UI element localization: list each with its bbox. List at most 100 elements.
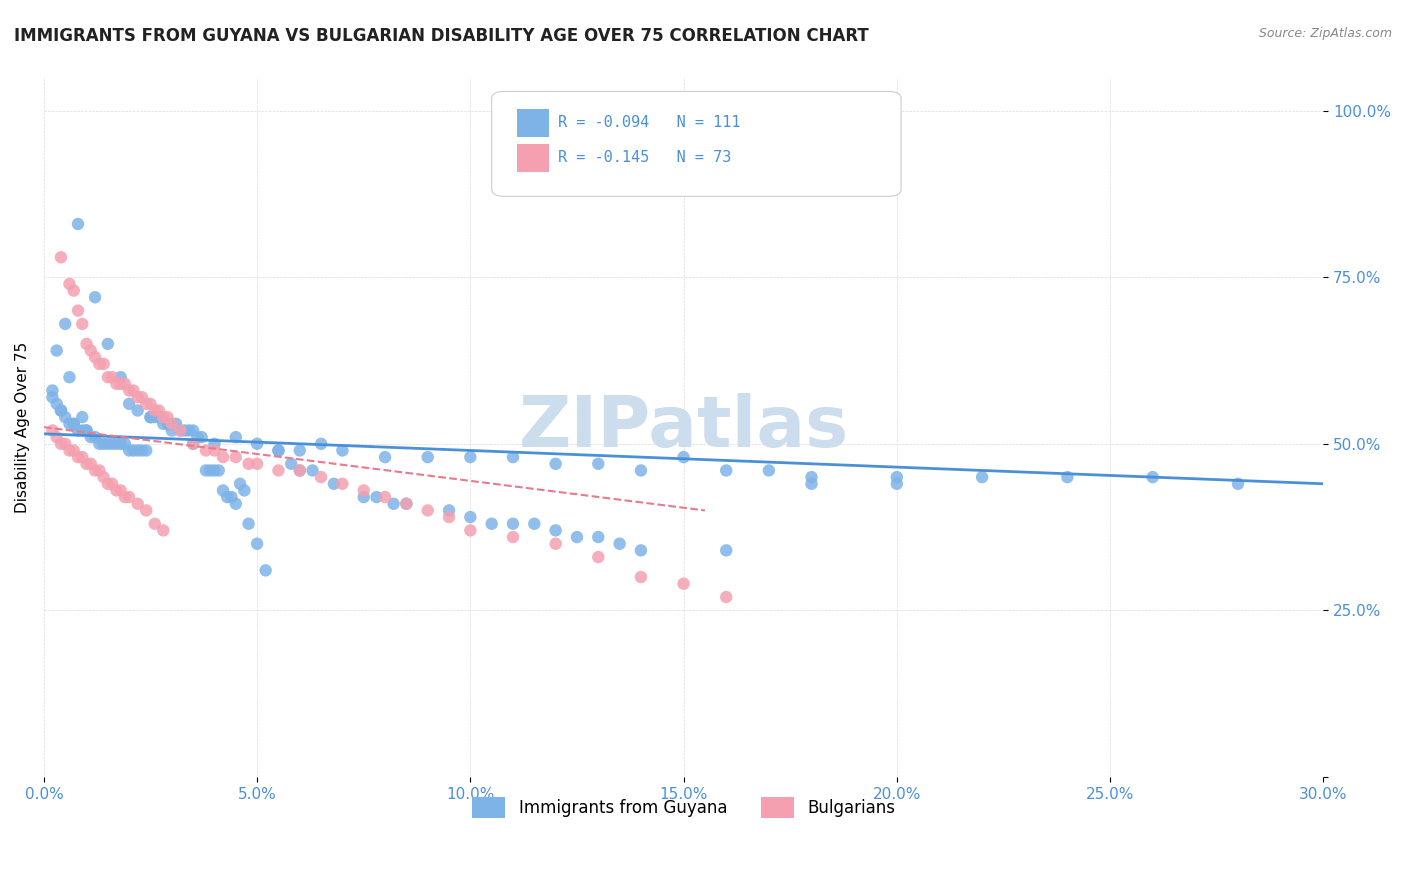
Point xyxy=(238,516,260,531)
Point xyxy=(204,437,226,451)
Point xyxy=(114,490,136,504)
Point xyxy=(72,424,94,438)
Point xyxy=(238,457,260,471)
Point xyxy=(332,443,354,458)
Point xyxy=(630,570,652,584)
Point xyxy=(194,443,217,458)
Point xyxy=(122,384,145,398)
Point xyxy=(89,357,111,371)
Point xyxy=(127,443,149,458)
Point xyxy=(110,370,132,384)
Point xyxy=(84,463,107,477)
Point xyxy=(169,424,191,438)
Text: R = -0.145   N = 73: R = -0.145 N = 73 xyxy=(558,151,731,165)
Point xyxy=(93,470,115,484)
Point xyxy=(208,463,231,477)
Point xyxy=(62,417,84,431)
Point xyxy=(110,437,132,451)
Point xyxy=(131,390,153,404)
Point xyxy=(84,350,107,364)
Point xyxy=(716,590,738,604)
Point xyxy=(204,443,226,458)
Point xyxy=(460,524,482,538)
Point xyxy=(118,397,141,411)
Point xyxy=(181,424,204,438)
Point xyxy=(165,417,187,431)
Point xyxy=(395,497,418,511)
Point xyxy=(225,450,247,464)
Point xyxy=(66,450,89,464)
Point xyxy=(502,516,524,531)
Text: Source: ZipAtlas.com: Source: ZipAtlas.com xyxy=(1258,27,1392,40)
Point xyxy=(105,376,128,391)
Point xyxy=(437,503,460,517)
Point xyxy=(49,437,72,451)
Point xyxy=(1056,470,1078,484)
Point xyxy=(246,457,269,471)
Point xyxy=(53,410,76,425)
Point xyxy=(114,437,136,451)
FancyBboxPatch shape xyxy=(517,109,550,136)
Point xyxy=(225,430,247,444)
Point xyxy=(565,530,588,544)
Point xyxy=(544,524,567,538)
Point xyxy=(84,290,107,304)
Point xyxy=(609,537,631,551)
Point xyxy=(139,397,162,411)
Point xyxy=(89,463,111,477)
Y-axis label: Disability Age Over 75: Disability Age Over 75 xyxy=(15,342,30,513)
Point xyxy=(45,397,67,411)
Point xyxy=(972,470,994,484)
Point xyxy=(53,437,76,451)
Point xyxy=(105,437,128,451)
Point xyxy=(267,443,290,458)
Point xyxy=(288,463,311,477)
Point xyxy=(131,443,153,458)
Point xyxy=(93,357,115,371)
Point xyxy=(45,343,67,358)
Point xyxy=(66,217,89,231)
Point xyxy=(588,457,610,471)
Point xyxy=(332,476,354,491)
Point xyxy=(437,510,460,524)
Point xyxy=(45,430,67,444)
Point xyxy=(481,516,503,531)
Point xyxy=(148,403,170,417)
Point xyxy=(72,410,94,425)
Point xyxy=(41,390,63,404)
Point xyxy=(97,476,120,491)
Point xyxy=(246,437,269,451)
Point xyxy=(233,483,256,498)
Point xyxy=(322,476,344,491)
Point xyxy=(152,410,174,425)
Legend: Immigrants from Guyana, Bulgarians: Immigrants from Guyana, Bulgarians xyxy=(465,791,901,824)
Point xyxy=(80,430,103,444)
Point xyxy=(502,530,524,544)
Point xyxy=(49,403,72,417)
Point xyxy=(280,457,302,471)
Point xyxy=(76,424,98,438)
Point xyxy=(301,463,323,477)
Point xyxy=(152,417,174,431)
Point xyxy=(221,490,243,504)
Point xyxy=(523,516,546,531)
Point xyxy=(135,503,157,517)
Point xyxy=(62,443,84,458)
Point xyxy=(76,424,98,438)
Point xyxy=(58,443,80,458)
Point xyxy=(544,537,567,551)
Point xyxy=(254,563,277,577)
Point xyxy=(49,250,72,264)
Point xyxy=(160,417,183,431)
Point xyxy=(353,490,375,504)
Point xyxy=(288,443,311,458)
Point xyxy=(800,476,823,491)
Point xyxy=(212,483,235,498)
Point xyxy=(135,443,157,458)
Point xyxy=(460,510,482,524)
Point xyxy=(672,450,695,464)
Point xyxy=(58,417,80,431)
Point xyxy=(758,463,780,477)
Point xyxy=(114,376,136,391)
Point xyxy=(148,410,170,425)
